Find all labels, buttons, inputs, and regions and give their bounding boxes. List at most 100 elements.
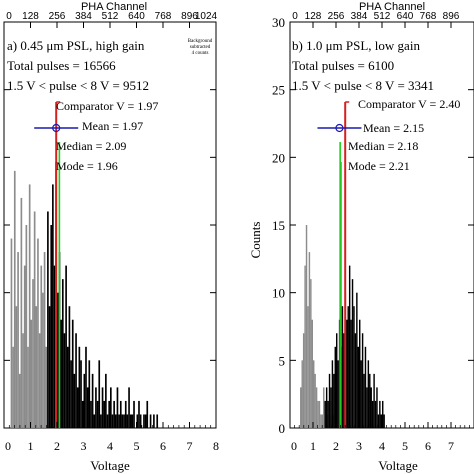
black-bar: [156, 414, 159, 428]
black-bar: [343, 333, 345, 428]
panel-b-median-label: Median = 2.18: [348, 139, 418, 153]
y-tick-label: 20: [272, 150, 285, 165]
black-bar: [353, 306, 355, 428]
black-bar: [364, 346, 367, 428]
black-bar: [53, 265, 56, 428]
y-tick-label: 10: [272, 286, 285, 301]
y-tick-label: 5: [279, 353, 286, 368]
top-tick-label: 1024: [195, 11, 218, 22]
top-tick-label: 896: [181, 11, 198, 22]
x-tick-label: 3: [81, 439, 87, 453]
black-bar: [116, 387, 119, 428]
mean-marker: [335, 123, 344, 133]
gray-bar: [301, 360, 303, 428]
gray-bar: [15, 306, 18, 428]
gray-bar: [310, 279, 312, 428]
black-bar: [78, 346, 81, 428]
black-bar: [350, 319, 352, 428]
black-bar: [331, 360, 334, 428]
black-bar: [88, 360, 91, 428]
black-bar: [129, 414, 132, 428]
black-bar: [113, 400, 115, 428]
panel-b-axes: 0 1 2 3 4 5 6 70 128 256 384 512 640 768 8960510152025…: [272, 11, 474, 453]
black-bar: [103, 400, 106, 428]
black-bar: [121, 414, 124, 428]
gray-bar: [313, 360, 315, 428]
top-tick-label: 128: [305, 11, 322, 22]
black-bar: [106, 414, 109, 428]
gray-bar: [23, 265, 26, 428]
black-bar: [136, 414, 139, 428]
black-bar: [366, 387, 368, 428]
x-tick-label: 0: [5, 439, 11, 453]
black-bar: [50, 225, 53, 428]
black-bar: [81, 400, 84, 428]
panel-b-mean-label: Mean = 2.15: [363, 121, 424, 135]
black-bar: [108, 400, 110, 428]
top-tick-label: 640: [397, 11, 414, 22]
top-tick-label: 0: [6, 11, 12, 22]
y-tick-label: 30: [272, 15, 285, 30]
top-tick-label: 384: [75, 11, 92, 22]
x-tick-label: 3: [356, 439, 362, 453]
mean-marker: [52, 123, 61, 133]
gray-bar: [40, 265, 43, 428]
gray-bar: [308, 252, 311, 428]
panel-b-comparator-label: Comparator V = 2.40: [358, 97, 460, 111]
gray-bar: [305, 225, 308, 428]
black-bar: [377, 414, 380, 428]
black-bar: [98, 360, 101, 428]
black-bar: [369, 373, 371, 428]
panel-b-y-axis-label: Counts: [248, 222, 263, 259]
x-tick-label: 2: [333, 439, 339, 453]
top-tick-label: 128: [22, 11, 39, 22]
top-tick-label: 768: [420, 11, 437, 22]
gray-bar: [317, 400, 319, 428]
black-bar: [333, 373, 335, 428]
panel-a-annotation-range: 1.5 V < pulse < 8 V = 9512: [7, 78, 149, 93]
gray-bar: [13, 170, 16, 428]
gray-bar: [314, 373, 316, 428]
panel-b-stat-lines: [317, 101, 362, 428]
black-bar: [48, 306, 51, 428]
panel-a-annotation-total: Total pulses = 16566: [7, 58, 116, 73]
top-tick-label: 896: [443, 11, 460, 22]
top-tick-label: 640: [128, 11, 145, 22]
panel-a-stat-lines: [34, 101, 79, 428]
gray-bar: [45, 346, 48, 428]
x-tick-label: 5: [134, 439, 140, 453]
gray-bar: [12, 346, 14, 428]
black-bar: [124, 400, 127, 428]
gray-bar: [318, 400, 321, 428]
panel-b-annotation-range: 1.5 V < pulse < 8 V = 3341: [292, 78, 434, 93]
x-tick-label: 4: [107, 439, 113, 453]
top-tick-label: 512: [374, 11, 391, 22]
black-bar: [126, 414, 129, 428]
black-bar: [96, 400, 99, 428]
black-bar: [57, 292, 59, 428]
black-bar: [75, 333, 77, 428]
black-bar: [346, 319, 348, 428]
black-bar: [379, 400, 381, 428]
black-bar: [144, 414, 147, 428]
black-bar: [128, 387, 130, 428]
panel-b-annotation-total: Total pulses = 6100: [292, 58, 394, 73]
top-tick-label: 384: [351, 11, 368, 22]
gray-bar: [42, 292, 44, 428]
black-bar: [123, 414, 125, 428]
black-bar: [351, 279, 354, 428]
gray-bar: [38, 333, 41, 428]
black-bar: [105, 373, 107, 428]
black-bar: [359, 319, 361, 428]
panel-a-mean-label: Mean = 1.97: [82, 119, 143, 133]
x-tick-label: 1: [310, 439, 316, 453]
y-tick-label: 25: [272, 83, 285, 98]
gray-bar: [28, 184, 31, 428]
top-tick-label: 768: [155, 11, 172, 22]
x-tick-label: 1: [28, 439, 34, 453]
panel-b: 0 1 2 3 4 5 6 70 128 256 384 512 640 768 8960510152025…: [248, 1, 474, 473]
x-tick-label: 0: [291, 439, 297, 453]
panel-a-corner-note-2: subtracted: [190, 45, 211, 50]
